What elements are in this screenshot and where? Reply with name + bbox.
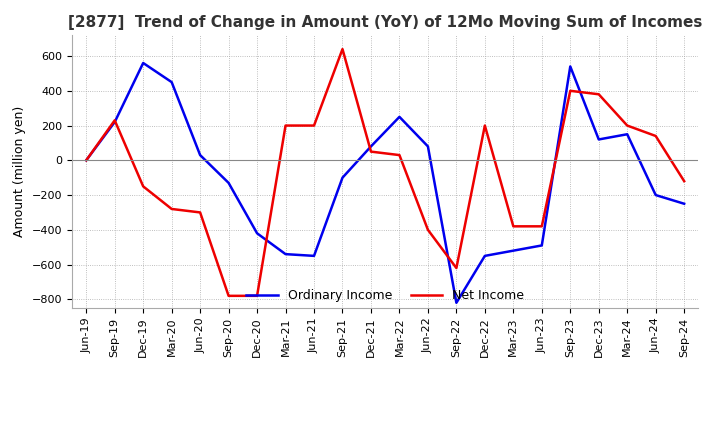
Net Income xyxy=(566,88,575,93)
Net Income xyxy=(338,47,347,52)
Title: [2877]  Trend of Change in Amount (YoY) of 12Mo Moving Sum of Incomes: [2877] Trend of Change in Amount (YoY) o… xyxy=(68,15,703,30)
Ordinary Income xyxy=(82,158,91,163)
Ordinary Income xyxy=(623,132,631,137)
Net Income xyxy=(509,224,518,229)
Net Income xyxy=(196,210,204,215)
Net Income xyxy=(395,152,404,158)
Ordinary Income xyxy=(595,137,603,142)
Ordinary Income xyxy=(338,175,347,180)
Net Income xyxy=(652,133,660,139)
Net Income xyxy=(167,206,176,212)
Ordinary Income xyxy=(423,144,432,149)
Ordinary Income xyxy=(452,300,461,305)
Net Income xyxy=(282,123,290,128)
Ordinary Income xyxy=(480,253,489,259)
Net Income xyxy=(595,92,603,97)
Ordinary Income xyxy=(566,64,575,69)
Ordinary Income xyxy=(139,60,148,66)
Net Income xyxy=(480,123,489,128)
Ordinary Income xyxy=(167,80,176,85)
Ordinary Income xyxy=(225,180,233,186)
Net Income xyxy=(310,123,318,128)
Net Income xyxy=(423,227,432,232)
Net Income xyxy=(537,224,546,229)
Legend: Ordinary Income, Net Income: Ordinary Income, Net Income xyxy=(241,284,529,307)
Ordinary Income xyxy=(366,144,375,149)
Ordinary Income xyxy=(652,192,660,198)
Y-axis label: Amount (million yen): Amount (million yen) xyxy=(13,106,26,237)
Net Income xyxy=(452,265,461,271)
Ordinary Income xyxy=(395,114,404,120)
Ordinary Income xyxy=(310,253,318,259)
Line: Ordinary Income: Ordinary Income xyxy=(86,63,684,303)
Net Income xyxy=(623,123,631,128)
Net Income xyxy=(253,293,261,298)
Net Income xyxy=(139,184,148,189)
Ordinary Income xyxy=(509,248,518,253)
Ordinary Income xyxy=(196,152,204,158)
Net Income xyxy=(82,158,91,163)
Ordinary Income xyxy=(680,201,688,206)
Ordinary Income xyxy=(537,243,546,248)
Net Income xyxy=(366,149,375,154)
Net Income xyxy=(680,179,688,184)
Ordinary Income xyxy=(253,231,261,236)
Net Income xyxy=(225,293,233,298)
Net Income xyxy=(110,118,119,123)
Ordinary Income xyxy=(282,252,290,257)
Ordinary Income xyxy=(110,119,119,125)
Line: Net Income: Net Income xyxy=(86,49,684,296)
